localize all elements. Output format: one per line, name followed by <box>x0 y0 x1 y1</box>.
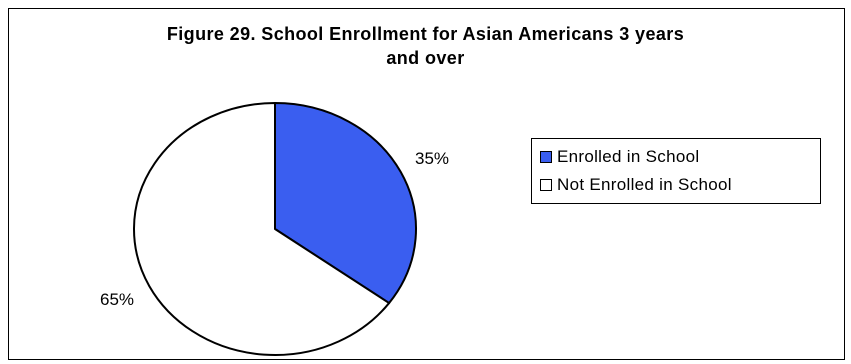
legend-swatch-enrolled <box>540 151 552 163</box>
legend-label-not-enrolled: Not Enrolled in School <box>557 175 732 194</box>
slice-not-enrolled <box>133 102 391 356</box>
legend-item-enrolled: Enrolled in School <box>540 146 699 168</box>
legend: Enrolled in School Not Enrolled in Schoo… <box>531 138 821 204</box>
legend-label-enrolled: Enrolled in School <box>557 147 700 166</box>
chart-title-line-1: Figure 29. School Enrollment for Asian A… <box>166 24 685 44</box>
legend-item-not-enrolled: Not Enrolled in School <box>540 174 732 196</box>
data-label-not-enrolled: 65% <box>100 290 134 309</box>
slice-enrolled <box>274 102 417 305</box>
legend-swatch-not-enrolled <box>540 179 552 191</box>
chart-title-line-2: and over <box>386 48 465 68</box>
data-label-enrolled: 35% <box>415 149 449 168</box>
